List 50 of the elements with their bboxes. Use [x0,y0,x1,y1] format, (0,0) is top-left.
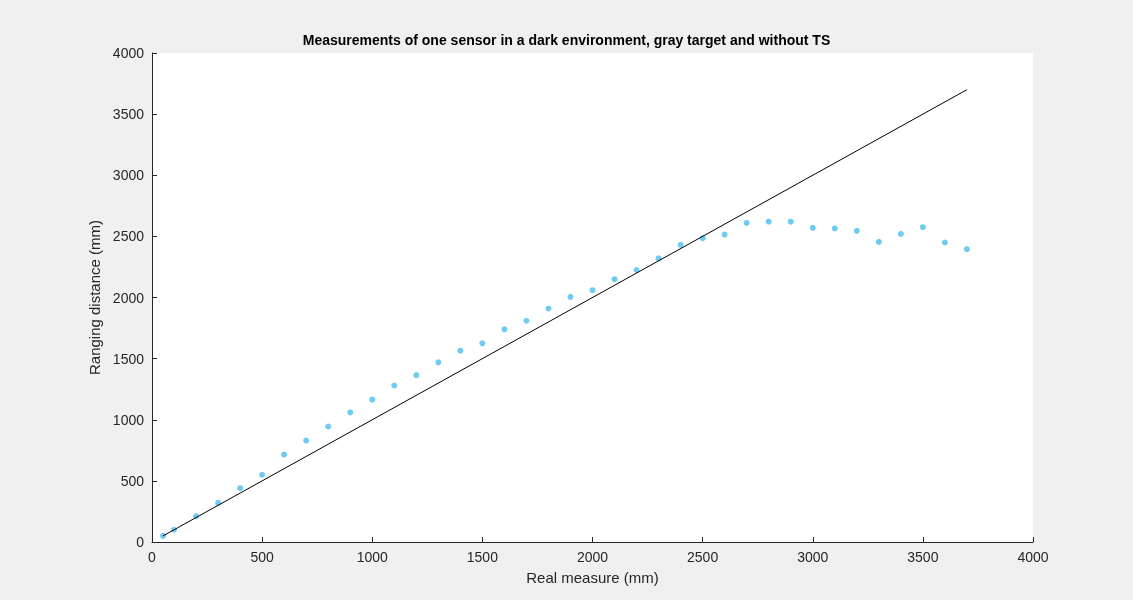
x-tick-label: 3000 [797,549,829,565]
point [721,231,728,238]
y-tick-label: 1000 [112,411,145,428]
y-tick-label: 0 [136,534,145,550]
point [963,246,970,253]
x-tick-label: 500 [250,549,275,565]
y-axis-title: Ranging distance (mm) [85,219,103,376]
point [303,437,310,444]
x-tick-label: 1000 [356,549,389,565]
x-tick-label: 2500 [687,549,719,565]
point [589,287,596,294]
y-tick-label: 2000 [112,289,145,306]
point [237,485,244,492]
point [325,423,332,430]
point [347,409,354,416]
x-tick-label: 0 [148,549,157,565]
x-tick-label: 1500 [466,549,499,565]
point [809,224,816,231]
x-tick-label: 4000 [1017,549,1049,565]
point [523,317,530,324]
y-tick-label: 3000 [112,167,145,184]
point [369,396,376,403]
y-tick-label: 500 [120,472,145,489]
point [501,326,508,333]
point [545,305,552,312]
point [743,219,750,226]
point [875,238,882,245]
point [787,218,794,225]
point [567,293,574,300]
point [413,372,420,379]
y-tick-label: 2500 [112,228,145,245]
y-tick-label: 3500 [112,106,145,123]
point [919,224,926,231]
point [281,451,288,458]
point [853,227,860,234]
point [897,230,904,237]
chart-title: Measurements of one sensor in a dark environment, gray target and without TS [302,32,831,48]
y-tick-label: 1500 [112,350,145,367]
point [435,359,442,366]
x-axis-title: Real measure (mm) [526,569,659,586]
point [611,276,618,283]
point [457,347,464,354]
x-tick-label: 2000 [576,549,609,565]
point [259,471,266,478]
y-tick-label: 4000 [112,45,145,61]
point [765,218,772,225]
point [941,239,948,246]
point [479,340,486,347]
point [831,225,838,232]
x-tick-label: 3500 [907,549,939,565]
